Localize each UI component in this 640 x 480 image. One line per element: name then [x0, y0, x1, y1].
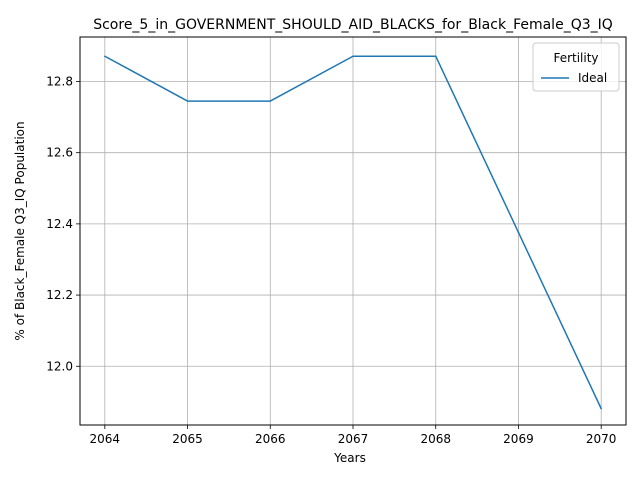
data-point [104, 55, 106, 57]
y-axis: 12.0 12.2 12.4 12.6 12.8 [46, 74, 80, 373]
legend-label-ideal: Ideal [578, 71, 607, 85]
legend: Fertility Ideal [532, 42, 620, 92]
x-tick-label: 2068 [420, 432, 451, 446]
y-axis-label: % of Black_Female Q3_IQ Population [13, 121, 27, 340]
x-axis-label: Years [333, 451, 366, 465]
data-point [517, 231, 520, 234]
y-tick-label: 12.8 [46, 74, 73, 88]
y-tick-label: 12.0 [46, 359, 73, 373]
x-tick-label: 2067 [338, 432, 369, 446]
legend-title: Fertility [553, 51, 598, 65]
y-tick-label: 12.2 [46, 288, 73, 302]
data-point [600, 407, 602, 410]
data-point [186, 100, 189, 102]
x-tick-label: 2069 [503, 432, 534, 446]
x-tick-label: 2070 [586, 432, 617, 446]
series-lines [104, 55, 602, 410]
chart-title: Score_5_in_GOVERNMENT_SHOULD_AID_BLACKS_… [93, 17, 613, 33]
data-point [434, 55, 437, 57]
data-point [352, 55, 354, 57]
y-tick-label: 12.6 [46, 146, 73, 160]
legend-box [532, 42, 620, 92]
x-axis: 2064 2065 2066 2067 2068 2069 2070 [90, 425, 617, 446]
x-tick-label: 2066 [255, 432, 286, 446]
x-tick-label: 2064 [90, 432, 121, 446]
y-tick-label: 12.4 [46, 217, 73, 231]
x-tick-label: 2065 [172, 432, 203, 446]
grid-lines [80, 37, 626, 425]
data-point [269, 100, 272, 102]
